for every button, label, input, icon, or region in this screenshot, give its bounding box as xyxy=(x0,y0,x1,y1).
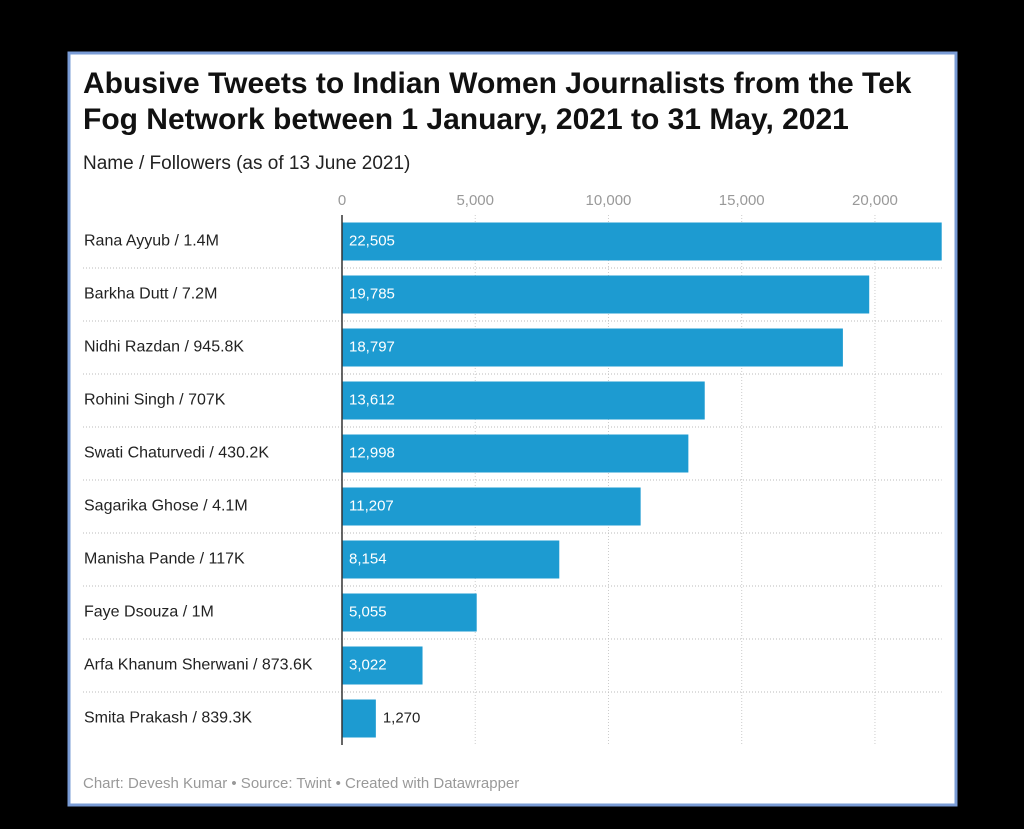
x-tick-label: 0 xyxy=(338,192,346,209)
value-label: 22,505 xyxy=(349,232,395,249)
x-tick-label: 10,000 xyxy=(586,192,632,209)
value-label: 5,055 xyxy=(349,603,387,620)
value-label: 13,612 xyxy=(349,391,395,408)
card xyxy=(67,51,958,807)
bar xyxy=(342,646,423,685)
category-label: Faye Dsouza / 1M xyxy=(84,604,214,621)
category-label: Manisha Pande / 117K xyxy=(84,551,245,568)
x-tick-label: 15,000 xyxy=(719,192,765,209)
x-tick-label: 20,000 xyxy=(852,192,898,209)
bar xyxy=(342,540,560,579)
bar xyxy=(342,593,477,632)
value-label: 12,998 xyxy=(349,444,395,461)
bar xyxy=(342,434,689,473)
bar xyxy=(342,275,870,314)
chart-title: Abusive Tweets to Indian Women Journalis… xyxy=(83,67,912,100)
category-label: Smita Prakash / 839.3K xyxy=(84,710,252,727)
category-label: Rana Ayyub / 1.4M xyxy=(84,233,219,250)
chart-subtitle: Name / Followers (as of 13 June 2021) xyxy=(83,153,410,174)
bar xyxy=(342,328,843,367)
bar xyxy=(342,487,641,526)
value-label: 1,270 xyxy=(383,709,421,726)
category-label: Swati Chaturvedi / 430.2K xyxy=(84,445,269,462)
value-label: 18,797 xyxy=(349,338,395,355)
bar xyxy=(342,222,942,261)
value-label: 8,154 xyxy=(349,550,387,567)
category-label: Rohini Singh / 707K xyxy=(84,392,226,409)
bar xyxy=(342,699,376,738)
category-label: Arfa Khanum Sherwani / 873.6K xyxy=(84,657,313,674)
value-label: 19,785 xyxy=(349,285,395,302)
category-label: Nidhi Razdan / 945.8K xyxy=(84,339,244,356)
value-label: 3,022 xyxy=(349,656,387,673)
category-label: Barkha Dutt / 7.2M xyxy=(84,286,217,303)
bar xyxy=(342,381,705,420)
chart-footer: Chart: Devesh Kumar • Source: Twint • Cr… xyxy=(83,775,519,792)
category-label: Sagarika Ghose / 4.1M xyxy=(84,498,248,515)
x-tick-label: 5,000 xyxy=(456,192,494,209)
chart-title: Fog Network between 1 January, 2021 to 3… xyxy=(83,103,849,136)
value-label: 11,207 xyxy=(349,497,394,514)
